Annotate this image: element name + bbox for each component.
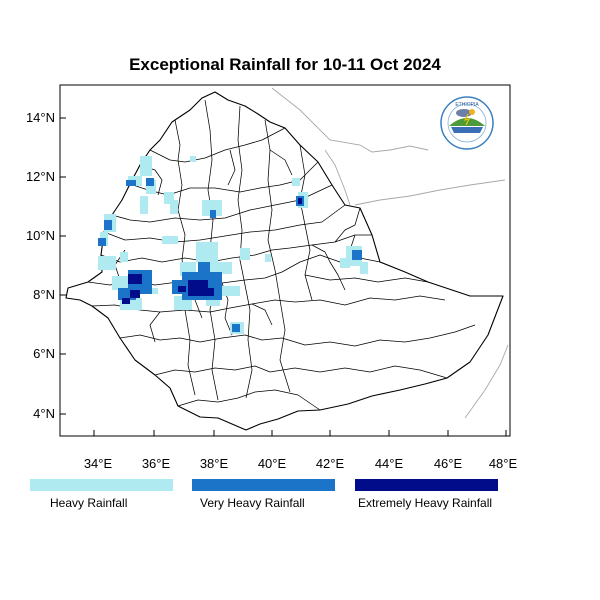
- lat-tick-label: 12°N: [26, 169, 55, 184]
- longitude-axis: [93, 430, 507, 436]
- legend-label-very-heavy: Very Heavy Rainfall: [200, 496, 305, 510]
- neighbor-boundaries: [271, 87, 509, 419]
- lat-tick-label: 4°N: [33, 406, 55, 421]
- legend-label-extremely-heavy: Extremely Heavy Rainfall: [358, 496, 493, 510]
- lon-tick-label: 40°E: [258, 456, 287, 471]
- extremely-heavy-rainfall-areas: [122, 198, 302, 304]
- lon-tick-label: 46°E: [434, 456, 463, 471]
- lon-tick-label: 44°E: [375, 456, 404, 471]
- lon-tick-label: 36°E: [142, 456, 171, 471]
- ethiopia-outline: [65, 91, 504, 431]
- lon-tick-label: 34°E: [84, 456, 113, 471]
- ethiopia-region-boundaries: [65, 91, 504, 431]
- map-frame: [59, 84, 511, 437]
- svg-text:ETHIOPIA: ETHIOPIA: [455, 102, 479, 108]
- lat-tick-label: 14°N: [26, 110, 55, 125]
- lon-tick-label: 38°E: [200, 456, 229, 471]
- lon-tick-label: 42°E: [316, 456, 345, 471]
- map-title: Exceptional Rainfall for 10-11 Oct 2024: [129, 55, 441, 74]
- legend-swatch-heavy: [30, 479, 173, 491]
- lat-tick-label: 10°N: [26, 228, 55, 243]
- legend-swatch-very-heavy: [192, 479, 335, 491]
- latitude-axis: [60, 117, 66, 415]
- lat-tick-label: 6°N: [33, 346, 55, 361]
- legend-label-heavy: Heavy Rainfall: [50, 496, 128, 510]
- legend-swatch-extremely-heavy: [355, 479, 498, 491]
- ethiopian-meteorology-institute-logo: ETHIOPIA: [440, 96, 494, 150]
- lat-tick-label: 8°N: [33, 287, 55, 302]
- lon-tick-label: 48°E: [489, 456, 518, 471]
